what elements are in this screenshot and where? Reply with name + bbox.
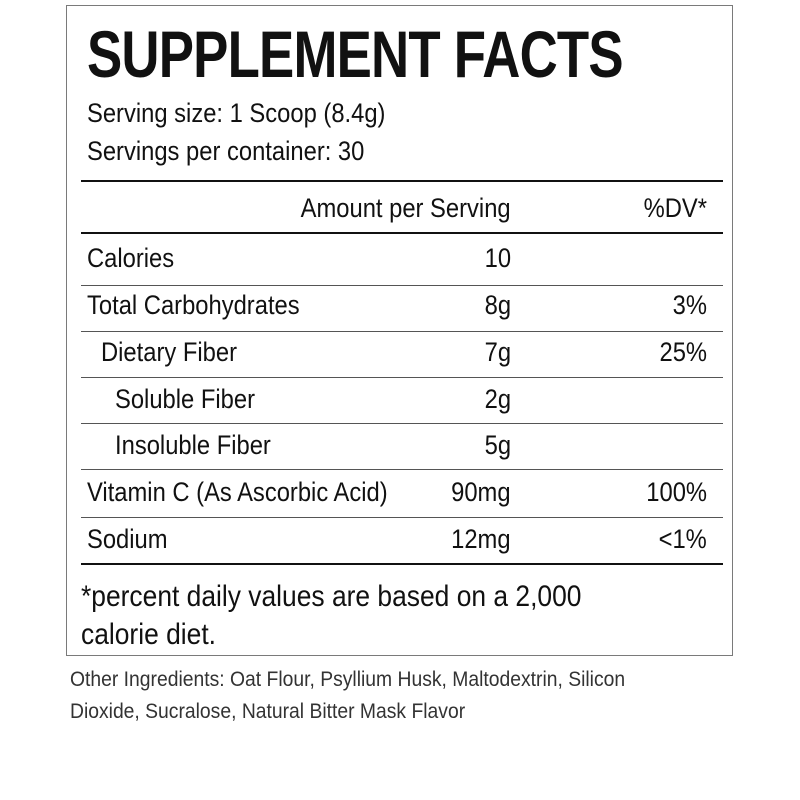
row-divider xyxy=(81,423,723,424)
header-amount-per-serving: Amount per Serving xyxy=(301,193,511,223)
serving-size: Serving size: 1 Scoop (8.4g) xyxy=(87,98,386,128)
row-vitamin-c-amount: 90mg xyxy=(451,477,511,507)
dv-footnote-line: *percent daily values are based on a 2,0… xyxy=(81,580,582,613)
row-divider xyxy=(81,331,723,332)
supplement-facts-panel: SUPPLEMENT FACTS Serving size: 1 Scoop (… xyxy=(66,5,733,656)
row-sodium-amount: 12mg xyxy=(451,524,511,554)
row-vitamin-c-name: Vitamin C (As Ascorbic Acid) xyxy=(87,477,388,507)
other-ingredients-line: Dioxide, Sucralose, Natural Bitter Mask … xyxy=(70,700,466,723)
row-dietary-fiber-name: Dietary Fiber xyxy=(101,337,238,367)
row-total-carbohydrates-name: Total Carbohydrates xyxy=(87,290,300,320)
panel-title: SUPPLEMENT FACTS xyxy=(87,17,624,91)
row-vitamin-c-dv: 100% xyxy=(646,477,707,507)
row-sodium-dv: <1% xyxy=(658,524,707,554)
row-dietary-fiber-amount: 7g xyxy=(484,337,511,367)
row-divider xyxy=(81,377,723,378)
row-divider xyxy=(81,517,723,518)
row-insoluble-fiber-name: Insoluble Fiber xyxy=(115,430,271,460)
row-divider xyxy=(81,469,723,470)
table-bottom-rule xyxy=(81,563,723,565)
row-soluble-fiber-name: Soluble Fiber xyxy=(115,384,256,414)
row-calories-amount: 10 xyxy=(484,243,511,273)
row-calories-name: Calories xyxy=(87,243,175,273)
header-dv: %DV* xyxy=(643,193,707,223)
row-sodium-name: Sodium xyxy=(87,524,168,554)
row-total-carbohydrates-amount: 8g xyxy=(484,290,511,320)
dv-footnote: *percent daily values are based on a 2,0… xyxy=(81,578,721,654)
header-top-rule xyxy=(81,180,723,182)
row-soluble-fiber-amount: 2g xyxy=(484,384,511,414)
row-dietary-fiber-dv: 25% xyxy=(659,337,707,367)
row-total-carbohydrates-dv: 3% xyxy=(672,290,707,320)
row-divider xyxy=(81,285,723,286)
dv-footnote-line: calorie diet. xyxy=(81,618,217,651)
other-ingredients: Other Ingredients: Oat Flour, Psyllium H… xyxy=(70,664,750,728)
other-ingredients-line: Other Ingredients: Oat Flour, Psyllium H… xyxy=(70,668,626,691)
row-insoluble-fiber-amount: 5g xyxy=(484,430,511,460)
servings-per-container: Servings per container: 30 xyxy=(87,136,365,166)
header-bottom-rule xyxy=(81,232,723,234)
